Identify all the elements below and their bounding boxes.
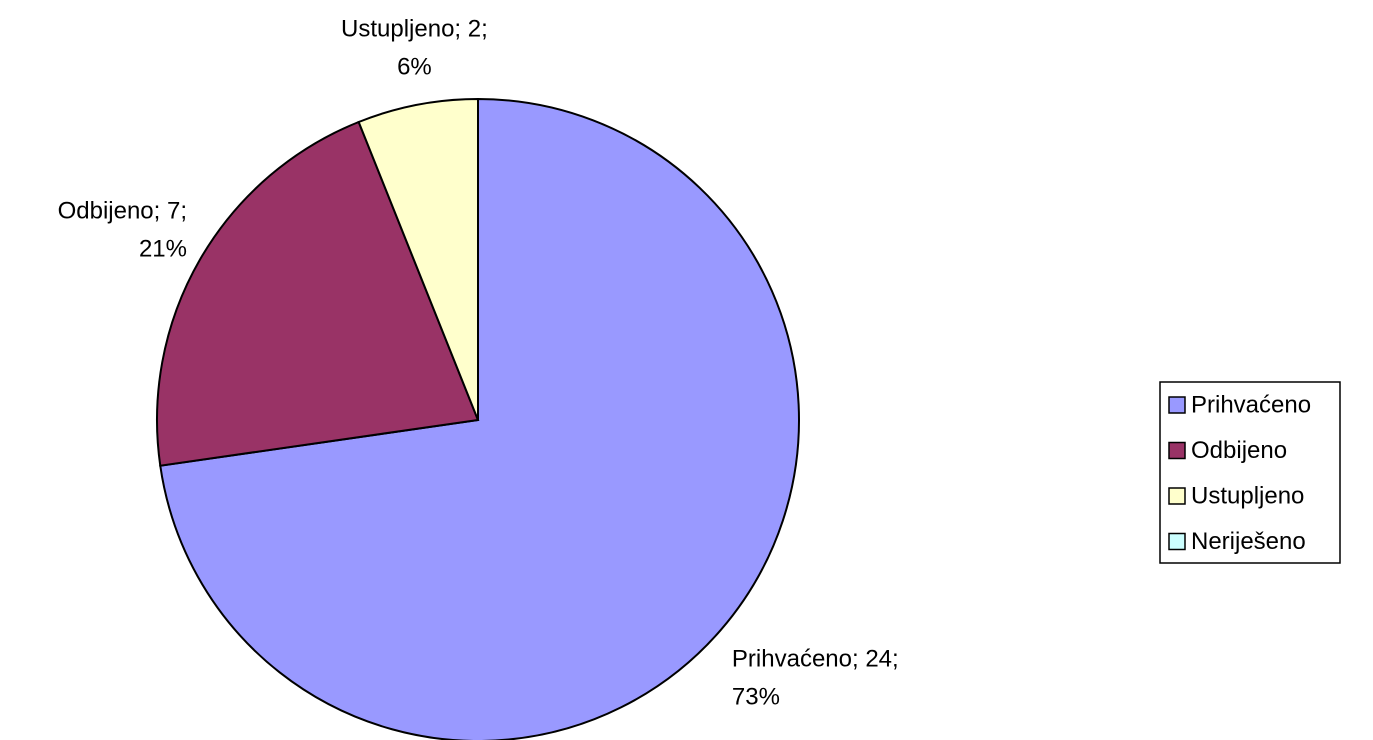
- pie-slice: [357, 97, 479, 421]
- legend-label: Ustupljeno: [1191, 482, 1304, 509]
- data-label: 6%: [397, 53, 432, 80]
- legend-box: [1159, 381, 1341, 564]
- legend-label: Odbijeno: [1191, 437, 1287, 464]
- data-label: Odbijeno; 7;: [58, 197, 187, 224]
- data-label: Ustupljeno; 2;: [341, 15, 488, 42]
- data-label: 21%: [139, 235, 187, 262]
- legend-label: Prihvaćeno: [1191, 391, 1311, 418]
- pie-slice: [159, 97, 800, 740]
- legend-swatch: [1168, 441, 1186, 460]
- pie-slice: [156, 120, 480, 467]
- legend-swatch: [1168, 396, 1186, 414]
- legend-swatch: [1168, 532, 1186, 551]
- data-label: 73%: [732, 683, 780, 710]
- data-label: Prihvaćeno; 24;: [732, 645, 899, 672]
- legend-swatch: [1168, 487, 1186, 505]
- legend-label: Neriješeno: [1191, 528, 1306, 555]
